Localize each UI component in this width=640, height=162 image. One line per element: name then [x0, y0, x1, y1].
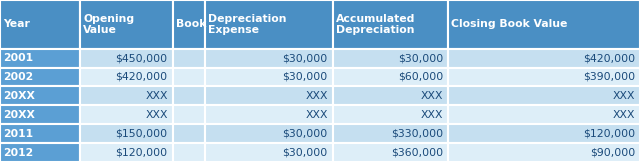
- Text: $420,000: $420,000: [116, 72, 168, 82]
- Text: $330,000: $330,000: [391, 129, 443, 139]
- Text: Closing Book Value: Closing Book Value: [451, 19, 568, 29]
- Bar: [448, 0, 640, 49]
- Text: Year: Year: [3, 19, 30, 29]
- Text: $120,000: $120,000: [116, 148, 168, 158]
- Bar: [80, 68, 173, 86]
- Text: 20XX: 20XX: [3, 110, 35, 120]
- Bar: [448, 105, 640, 124]
- Text: $30,000: $30,000: [282, 148, 328, 158]
- Text: $420,000: $420,000: [583, 53, 635, 63]
- Bar: [173, 49, 205, 68]
- Text: XXX: XXX: [145, 91, 168, 101]
- Bar: [80, 0, 173, 49]
- Bar: [173, 124, 205, 143]
- Bar: [205, 86, 333, 105]
- Bar: [173, 0, 205, 49]
- Bar: [80, 49, 173, 68]
- Text: $120,000: $120,000: [583, 129, 635, 139]
- Text: XXX: XXX: [612, 91, 635, 101]
- Bar: [333, 0, 448, 49]
- Text: $30,000: $30,000: [282, 53, 328, 63]
- Bar: [80, 124, 173, 143]
- Bar: [333, 86, 448, 105]
- Bar: [448, 49, 640, 68]
- Text: XXX: XXX: [305, 110, 328, 120]
- Bar: [205, 124, 333, 143]
- Text: XXX: XXX: [145, 110, 168, 120]
- Text: 2001: 2001: [3, 53, 33, 63]
- Text: $150,000: $150,000: [116, 129, 168, 139]
- Text: $450,000: $450,000: [116, 53, 168, 63]
- Bar: [448, 86, 640, 105]
- Bar: [333, 105, 448, 124]
- Bar: [448, 143, 640, 162]
- Bar: [0, 105, 80, 124]
- Bar: [333, 49, 448, 68]
- Text: XXX: XXX: [305, 91, 328, 101]
- Bar: [0, 124, 80, 143]
- Bar: [205, 143, 333, 162]
- Text: Depreciation
Expense: Depreciation Expense: [208, 14, 287, 35]
- Text: XXX: XXX: [420, 110, 443, 120]
- Bar: [80, 86, 173, 105]
- Text: $30,000: $30,000: [282, 72, 328, 82]
- Text: Book: Book: [176, 19, 206, 29]
- Text: $360,000: $360,000: [391, 148, 443, 158]
- Text: 2011: 2011: [3, 129, 33, 139]
- Bar: [0, 68, 80, 86]
- Bar: [333, 143, 448, 162]
- Text: 2002: 2002: [3, 72, 33, 82]
- Bar: [205, 49, 333, 68]
- Bar: [0, 143, 80, 162]
- Text: XXX: XXX: [612, 110, 635, 120]
- Bar: [333, 68, 448, 86]
- Text: $60,000: $60,000: [397, 72, 443, 82]
- Text: $90,000: $90,000: [589, 148, 635, 158]
- Bar: [80, 143, 173, 162]
- Bar: [205, 105, 333, 124]
- Bar: [205, 68, 333, 86]
- Text: 20XX: 20XX: [3, 91, 35, 101]
- Bar: [80, 105, 173, 124]
- Bar: [173, 143, 205, 162]
- Bar: [0, 86, 80, 105]
- Text: $390,000: $390,000: [583, 72, 635, 82]
- Text: $30,000: $30,000: [282, 129, 328, 139]
- Bar: [0, 0, 80, 49]
- Bar: [0, 49, 80, 68]
- Bar: [173, 68, 205, 86]
- Text: Accumulated
Depreciation: Accumulated Depreciation: [336, 14, 415, 35]
- Text: 2012: 2012: [3, 148, 33, 158]
- Bar: [205, 0, 333, 49]
- Bar: [173, 105, 205, 124]
- Bar: [448, 68, 640, 86]
- Text: XXX: XXX: [420, 91, 443, 101]
- Text: $30,000: $30,000: [397, 53, 443, 63]
- Bar: [333, 124, 448, 143]
- Bar: [448, 124, 640, 143]
- Text: Opening
Value: Opening Value: [83, 14, 134, 35]
- Bar: [173, 86, 205, 105]
